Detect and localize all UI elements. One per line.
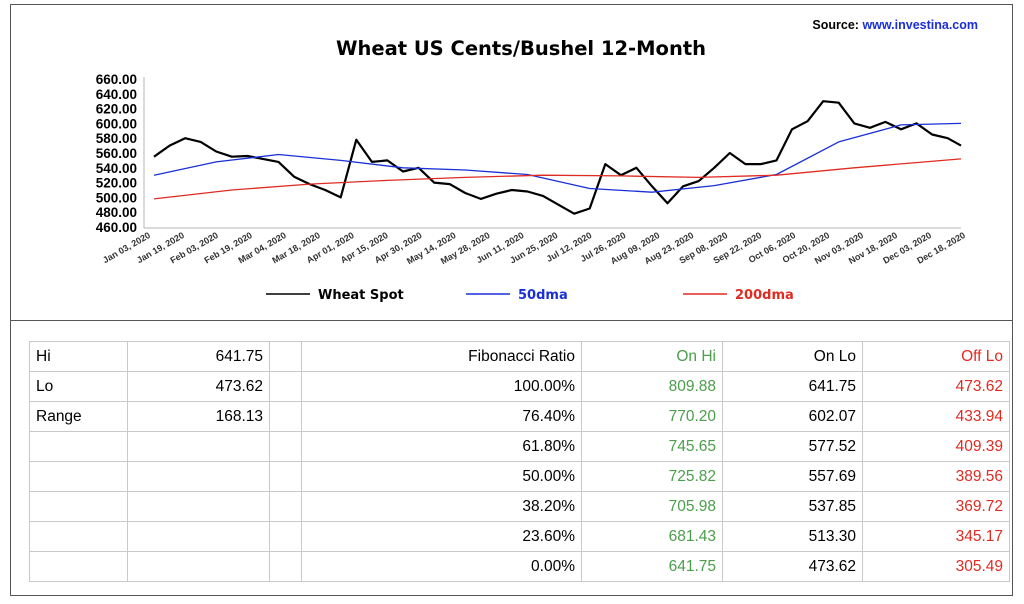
- ratio-cell: 23.60%: [301, 521, 582, 552]
- empty-cell: [29, 551, 128, 582]
- on-lo-cell: 473.62: [722, 551, 863, 582]
- y-tick-label: 500.00: [96, 190, 137, 205]
- y-axis: 660.00640.00620.00600.00580.00560.00540.…: [96, 72, 137, 235]
- on-lo-cell: 513.30: [722, 521, 863, 552]
- y-tick-label: 640.00: [96, 87, 137, 102]
- empty-cell: [269, 341, 302, 372]
- y-tick-label: 460.00: [96, 220, 137, 235]
- on-lo-cell: 641.75: [722, 371, 863, 402]
- source-label: Source:: [812, 18, 859, 32]
- y-tick-label: 520.00: [96, 176, 137, 191]
- series-line-wheat-spot: [153, 100, 962, 215]
- on-hi-cell: 641.75: [581, 551, 723, 582]
- empty-cell: [127, 521, 270, 552]
- empty-cell: [29, 491, 128, 522]
- empty-cell: [127, 491, 270, 522]
- empty-cell: [269, 491, 302, 522]
- table-row: 61.80% 745.65 577.52 409.39: [29, 431, 1010, 462]
- y-tick-label: 660.00: [96, 72, 137, 87]
- empty-cell: [269, 371, 302, 402]
- empty-cell: [127, 461, 270, 492]
- empty-cell: [29, 521, 128, 552]
- off-lo-cell: 433.94: [862, 401, 1010, 432]
- header-off-lo: Off Lo: [862, 341, 1010, 372]
- on-hi-cell: 725.82: [581, 461, 723, 492]
- empty-cell: [269, 461, 302, 492]
- y-tick-label: 480.00: [96, 205, 137, 220]
- legend-label: 50dma: [518, 288, 568, 303]
- ratio-cell: 50.00%: [301, 461, 582, 492]
- summary-value: 473.62: [127, 371, 270, 402]
- chart-area: Source: www.investina.com Wheat US Cents…: [11, 5, 1012, 321]
- empty-cell: [127, 551, 270, 582]
- on-hi-cell: 770.20: [581, 401, 723, 432]
- on-hi-cell: 745.65: [581, 431, 723, 462]
- source-credit: Source: www.investina.com: [812, 18, 978, 32]
- table-row: 23.60% 681.43 513.30 345.17: [29, 521, 1010, 552]
- empty-cell: [127, 431, 270, 462]
- table-row: Lo 473.62 100.00% 809.88 641.75 473.62: [29, 371, 1010, 402]
- y-tick-label: 540.00: [96, 161, 137, 176]
- off-lo-cell: 473.62: [862, 371, 1010, 402]
- on-hi-cell: 809.88: [581, 371, 723, 402]
- figure-frame: Source: www.investina.com Wheat US Cents…: [10, 4, 1013, 596]
- summary-label: Lo: [29, 371, 128, 402]
- y-tick-label: 620.00: [96, 102, 137, 117]
- on-lo-cell: 557.69: [722, 461, 863, 492]
- y-tick-label: 560.00: [96, 146, 137, 161]
- summary-label: Hi: [29, 341, 128, 372]
- on-lo-cell: 537.85: [722, 491, 863, 522]
- header-fibonacci-ratio: Fibonacci Ratio: [301, 341, 582, 372]
- off-lo-cell: 409.39: [862, 431, 1010, 462]
- ratio-cell: 100.00%: [301, 371, 582, 402]
- header-on-hi: On Hi: [581, 341, 723, 372]
- ratio-cell: 76.40%: [301, 401, 582, 432]
- on-hi-cell: 705.98: [581, 491, 723, 522]
- fibonacci-table: Hi 641.75 Fibonacci Ratio On Hi On Lo Off Lo L…: [29, 341, 1010, 582]
- table-row: Range 168.13 76.40% 770.20 602.07 433.94: [29, 401, 1010, 432]
- off-lo-cell: 305.49: [862, 551, 1010, 582]
- series-line-50dma: [153, 122, 962, 193]
- on-lo-cell: 602.07: [722, 401, 863, 432]
- table-row: 0.00% 641.75 473.62 305.49: [29, 551, 1010, 582]
- series-line-200dma: [153, 158, 962, 200]
- empty-cell: [29, 431, 128, 462]
- legend-label: Wheat Spot: [318, 288, 404, 303]
- wheat-price-chart: Wheat US Cents/Bushel 12-Month 660.00640…: [96, 37, 967, 303]
- legend-label: 200dma: [735, 288, 794, 303]
- header-on-lo: On Lo: [722, 341, 863, 372]
- y-tick-label: 600.00: [96, 116, 137, 131]
- summary-label: Range: [29, 401, 128, 432]
- ratio-cell: 61.80%: [301, 431, 582, 462]
- chart-title: Wheat US Cents/Bushel 12-Month: [336, 37, 706, 60]
- table-header-row: Hi 641.75 Fibonacci Ratio On Hi On Lo Off Lo: [29, 341, 1010, 372]
- on-hi-cell: 681.43: [581, 521, 723, 552]
- table-row: 38.20% 705.98 537.85 369.72: [29, 491, 1010, 522]
- on-lo-cell: 577.52: [722, 431, 863, 462]
- empty-cell: [269, 521, 302, 552]
- summary-value: 168.13: [127, 401, 270, 432]
- series-group: [153, 100, 962, 215]
- ratio-cell: 38.20%: [301, 491, 582, 522]
- source-url: www.investina.com: [862, 18, 978, 32]
- empty-cell: [269, 431, 302, 462]
- table-row: 50.00% 725.82 557.69 389.56: [29, 461, 1010, 492]
- empty-cell: [269, 551, 302, 582]
- empty-cell: [29, 461, 128, 492]
- empty-cell: [269, 401, 302, 432]
- off-lo-cell: 389.56: [862, 461, 1010, 492]
- off-lo-cell: 369.72: [862, 491, 1010, 522]
- off-lo-cell: 345.17: [862, 521, 1010, 552]
- y-tick-label: 580.00: [96, 131, 137, 146]
- summary-value: 641.75: [127, 341, 270, 372]
- legend: Wheat Spot 50dma 200dma: [266, 288, 794, 303]
- ratio-cell: 0.00%: [301, 551, 582, 582]
